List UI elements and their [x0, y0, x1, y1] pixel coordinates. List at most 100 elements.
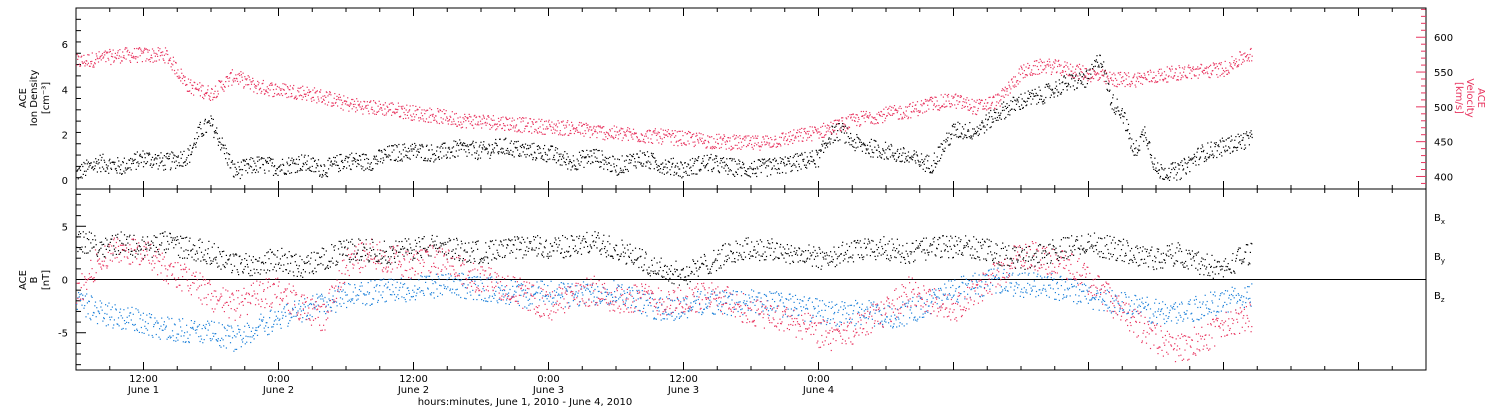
velocity-point [362, 113, 364, 115]
bx-point [123, 249, 125, 251]
velocity-point [959, 101, 961, 103]
velocity-point [554, 129, 556, 131]
density-point [764, 162, 766, 164]
density-point [129, 167, 131, 169]
density-point [528, 147, 530, 149]
velocity-point [810, 135, 812, 137]
velocity-point [525, 117, 527, 119]
density-point [480, 141, 482, 143]
velocity-point [249, 88, 251, 90]
velocity-point [365, 105, 367, 107]
density-point [948, 132, 950, 134]
density-point [1171, 168, 1173, 171]
velocity-point [130, 61, 132, 63]
bx-point [184, 257, 186, 259]
velocity-point [833, 130, 835, 132]
density-point [634, 161, 636, 163]
density-point [271, 165, 273, 167]
velocity-point [139, 55, 141, 57]
velocity-point [193, 94, 195, 96]
density-point [671, 166, 673, 168]
density-point [789, 163, 791, 165]
by-point [79, 294, 81, 296]
density-point [1037, 101, 1040, 104]
density-point [789, 156, 791, 158]
density-point [798, 166, 800, 168]
velocity-point [132, 55, 134, 57]
velocity-point [574, 130, 577, 132]
velocity-point [1242, 58, 1244, 60]
velocity-point [137, 56, 139, 58]
velocity-point [299, 94, 302, 96]
density-point [1029, 92, 1031, 94]
density-point [220, 149, 222, 151]
bx-point [223, 250, 225, 252]
velocity-point [1077, 66, 1079, 68]
velocity-point [493, 124, 496, 126]
velocity-point [832, 123, 834, 125]
velocity-point [868, 115, 870, 117]
velocity-point [1090, 77, 1092, 79]
velocity-point [213, 96, 215, 98]
density-point [990, 126, 992, 128]
velocity-point [148, 59, 150, 61]
density-point [279, 170, 281, 172]
velocity-point [271, 84, 273, 86]
bz-point [135, 252, 137, 254]
density-point [127, 167, 129, 169]
velocity-point [968, 99, 970, 101]
bz-point [110, 253, 112, 255]
velocity-point [826, 124, 829, 126]
density-point [79, 169, 82, 171]
velocity-point [1062, 70, 1064, 72]
density-point [663, 173, 665, 175]
by-point [128, 322, 130, 324]
velocity-point [611, 128, 613, 130]
velocity-point [900, 113, 902, 116]
velocity-point [870, 121, 872, 123]
bz-point [109, 243, 111, 245]
density-point [770, 161, 772, 164]
velocity-point [555, 125, 557, 127]
bz-point [126, 256, 128, 258]
density-point [1172, 167, 1175, 169]
velocity-point [877, 122, 879, 124]
density-point [369, 163, 371, 165]
velocity-point [1137, 72, 1139, 74]
velocity-point [825, 131, 827, 133]
density-point [443, 155, 445, 157]
velocity-point [1095, 73, 1097, 75]
density-point [286, 163, 289, 165]
velocity-point [661, 143, 663, 145]
bx-point [161, 242, 163, 244]
density-point [547, 148, 550, 150]
bz-point [155, 255, 157, 257]
density-point [153, 159, 155, 161]
velocity-point [445, 110, 447, 112]
density-point [493, 152, 495, 154]
velocity-point [1022, 72, 1024, 74]
velocity-point [997, 93, 999, 95]
velocity-point [967, 109, 969, 111]
velocity-point [838, 119, 840, 121]
density-point [156, 158, 158, 160]
density-point [117, 165, 119, 167]
density-point [558, 159, 560, 161]
bx-point [98, 250, 100, 252]
density-point [1247, 135, 1249, 137]
velocity-point [639, 140, 641, 142]
by-point [190, 320, 192, 322]
velocity-point [412, 113, 415, 115]
by-point [135, 308, 137, 310]
bz-point [130, 263, 132, 265]
velocity-point [1093, 78, 1095, 80]
density-point [820, 149, 822, 151]
velocity-point [837, 119, 839, 121]
by-point [148, 313, 151, 315]
density-point [737, 168, 739, 170]
density-point [234, 166, 236, 168]
density-point [457, 155, 459, 157]
velocity-point [213, 93, 215, 95]
density-point [505, 149, 507, 151]
velocity-point [435, 115, 437, 117]
